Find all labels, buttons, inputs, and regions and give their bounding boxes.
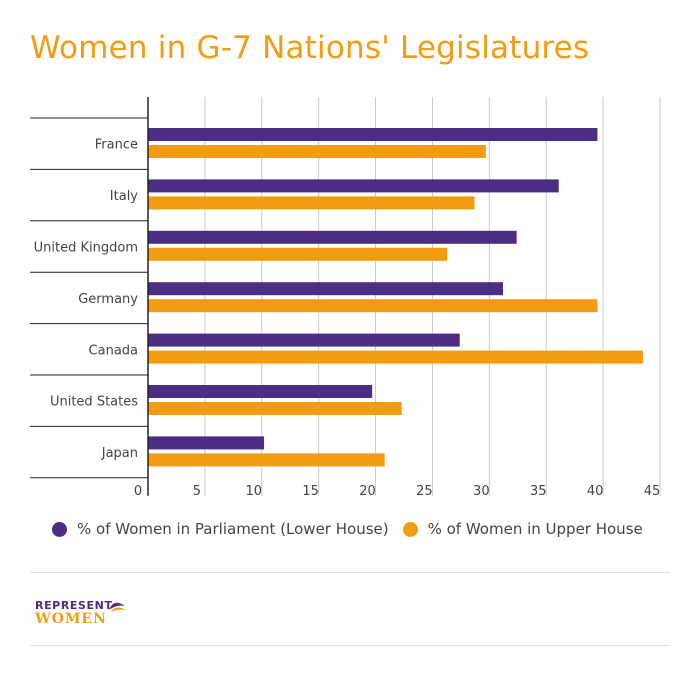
category-label-united-states: United States (50, 395, 138, 410)
x-tick-label-45: 45 (644, 484, 661, 499)
x-tick-label-0: 0 (134, 484, 142, 499)
bar-upper-germany (148, 299, 598, 313)
legend-swatch-lower (52, 521, 67, 537)
bar-lower-united-states (148, 385, 373, 398)
x-tick-label-15: 15 (302, 484, 319, 499)
bar-lower-germany (148, 282, 503, 296)
bar-lower-france (148, 128, 598, 141)
logo-text-top: REPRESENT (35, 599, 113, 612)
bar-lower-united-kingdom (148, 230, 517, 244)
x-tick-label-20: 20 (359, 484, 376, 499)
category-label-germany: Germany (78, 292, 138, 307)
bar-lower-japan (148, 436, 265, 450)
chart-legend: % of Women in Parliament (Lower House) %… (52, 520, 657, 538)
logo-text-bottom: WOMEN (35, 611, 107, 627)
bar-upper-canada (148, 350, 643, 364)
x-tick-label-30: 30 (473, 484, 490, 499)
flag-icon (109, 602, 126, 612)
category-label-united-kingdom: United Kingdom (34, 241, 138, 256)
legend-item-upper: % of Women in Upper House (402, 520, 643, 538)
divider-top (30, 572, 670, 573)
x-tick-label-35: 35 (530, 484, 547, 499)
divider-bottom (30, 645, 670, 646)
x-tick-label-25: 25 (416, 484, 433, 499)
bar-upper-united-states (148, 402, 402, 415)
bar-upper-united-kingdom (148, 247, 448, 261)
category-label-italy: Italy (110, 189, 139, 204)
bar-upper-japan (148, 453, 385, 467)
bar-chart: France Italy United Kingdom Germany Canada Un… (30, 97, 661, 499)
represent-women-logo: REPRESENT WOMEN (35, 599, 126, 627)
x-tick-label-40: 40 (587, 484, 604, 499)
chart-title: Women in G-7 Nations' Legislatures (30, 30, 590, 66)
category-label-japan: Japan (101, 446, 138, 461)
bar-upper-italy (148, 196, 475, 210)
category-label-france: France (95, 138, 138, 153)
legend-item-lower: % of Women in Parliament (Lower House) (52, 520, 389, 538)
category-label-canada: Canada (89, 343, 138, 358)
bar-lower-canada (148, 333, 460, 347)
legend-swatch-upper (402, 521, 418, 537)
bar-lower-italy (148, 179, 559, 193)
x-tick-label-5: 5 (193, 484, 201, 499)
legend-label-lower: % of Women in Parliament (Lower House) (77, 520, 389, 538)
x-tick-label-10: 10 (246, 484, 263, 499)
legend-label-upper: % of Women in Upper House (427, 520, 643, 538)
bar-upper-france (148, 145, 486, 158)
